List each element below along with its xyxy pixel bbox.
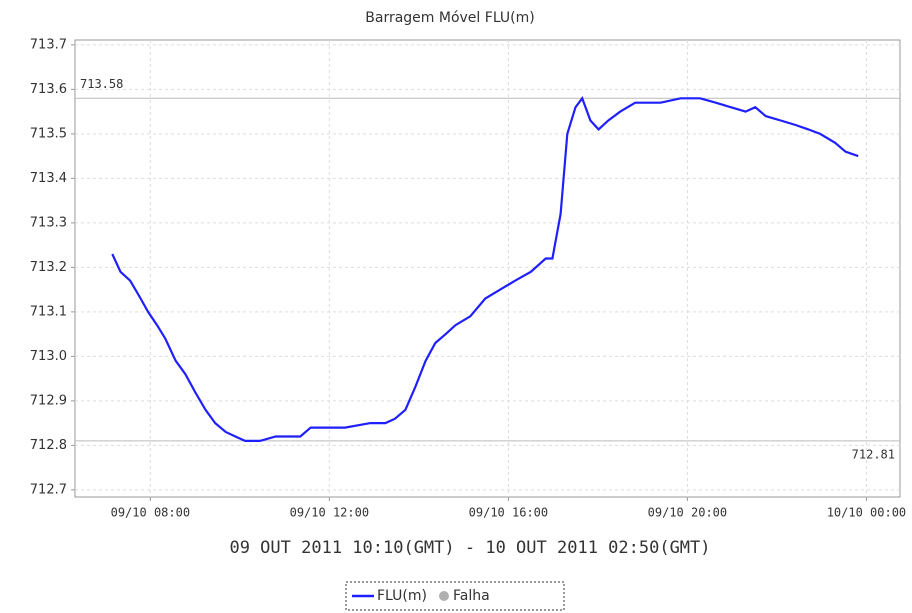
y-tick-label: 713.2 <box>30 260 67 275</box>
legend-label: Falha <box>453 588 490 604</box>
y-tick-label: 712.9 <box>30 393 67 408</box>
chart-title: Barragem Móvel FLU(m) <box>365 10 534 26</box>
x-axis-label: 09 OUT 2011 10:10(GMT) - 10 OUT 2011 02:… <box>229 538 710 558</box>
y-tick-label: 712.8 <box>30 438 67 453</box>
y-tick-label: 713.4 <box>30 171 67 186</box>
y-tick-label: 713.7 <box>30 37 67 52</box>
x-tick-label: 10/10 00:00 <box>827 506 906 520</box>
y-tick-label: 713.1 <box>30 304 67 319</box>
x-tick-label: 09/10 20:00 <box>648 506 727 520</box>
marker-label: 713.58 <box>80 77 123 91</box>
legend-swatch <box>438 591 449 601</box>
y-tick-label: 713.0 <box>30 349 67 364</box>
x-tick-label: 09/10 12:00 <box>290 506 369 520</box>
series-line <box>111 96 859 442</box>
x-tick-label: 09/10 16:00 <box>469 506 548 520</box>
y-tick-label: 712.7 <box>30 482 67 497</box>
x-tick-label: 09/10 08:00 <box>111 506 190 520</box>
y-tick-label: 713.5 <box>30 126 67 141</box>
marker-label: 712.81 <box>852 447 895 461</box>
legend-box <box>345 581 565 611</box>
y-tick-label: 713.6 <box>30 82 67 97</box>
plot-area <box>74 39 901 498</box>
legend-label: FLU(m) <box>377 588 427 604</box>
y-tick-label: 713.3 <box>30 215 67 230</box>
